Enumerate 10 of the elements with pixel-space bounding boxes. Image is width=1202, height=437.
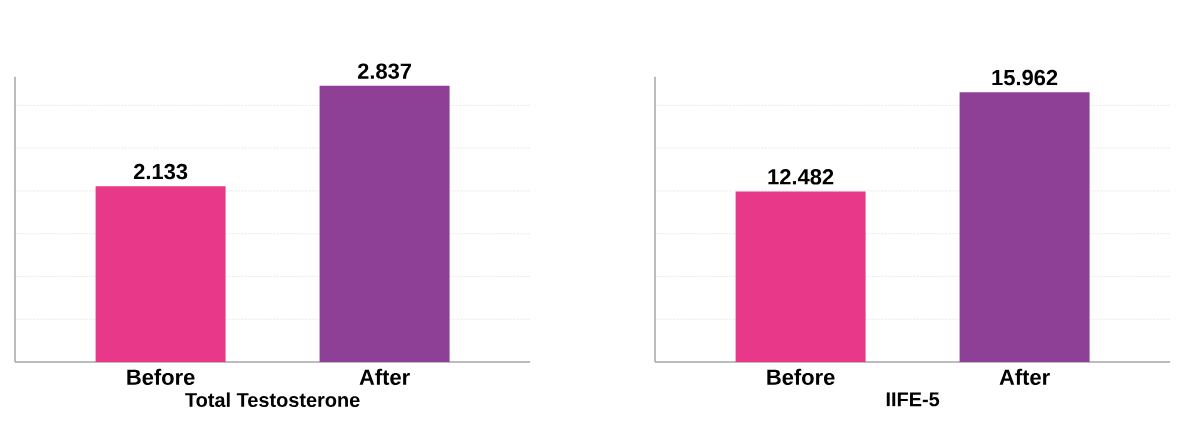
- data-label: 15.962: [992, 69, 1058, 86]
- data-label: 12.482: [768, 169, 834, 185]
- x-tick-label: After: [359, 368, 410, 385]
- x-tick-label: Before: [127, 368, 195, 385]
- x-axis-title: IIFE-5: [886, 392, 940, 407]
- x-tick-label: After: [999, 368, 1050, 385]
- x-axis-title: Total Testosterone: [185, 392, 360, 408]
- x-tick-label: Before: [767, 368, 835, 385]
- data-label: 2.133: [133, 163, 188, 180]
- data-label: 2.837: [357, 63, 412, 79]
